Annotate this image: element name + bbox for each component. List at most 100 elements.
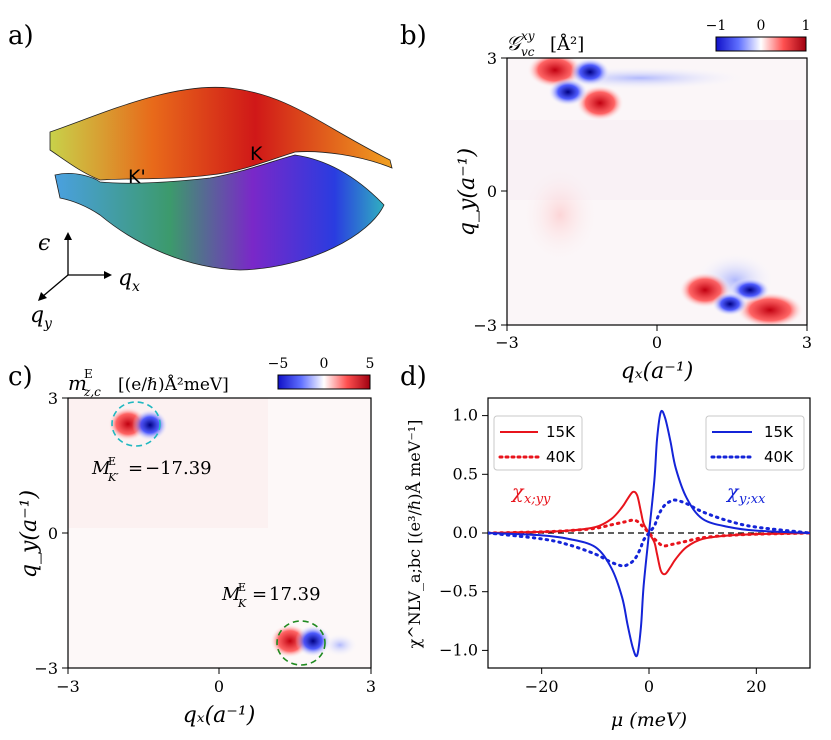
chi-red-subscript: x;yy: [524, 492, 551, 507]
panel-b-title-symbol: 𝒢: [506, 31, 524, 55]
panel-c-ylabel: q_y(a⁻¹): [17, 490, 42, 578]
panel-c-kprime-value: −17.39: [145, 458, 212, 479]
svg-text:K′: K′: [107, 471, 119, 484]
svg-text:=: =: [128, 458, 143, 479]
panel-c-colorbar-tick-max: 5: [366, 356, 375, 372]
panel-c-annotation-kprime: M E K′ = −17.39: [91, 455, 212, 484]
panel-c-xlabel: qₓ(a⁻¹): [183, 703, 256, 728]
panel-d-xlabel: μ (meV): [611, 709, 687, 731]
panel-d-xtick-label: 20: [746, 677, 766, 696]
panel-c-colorbar: [277, 374, 371, 390]
panel-b-ytick-label-3: −3: [473, 316, 497, 335]
panel-c-k-circle: [276, 620, 326, 666]
panel-c-kprime-blue-lobe: [132, 409, 168, 441]
qx-axis-label: q: [118, 266, 132, 291]
lower-band-surface: [54, 154, 385, 271]
panel-d-xtick-label: −20: [525, 677, 559, 696]
panel-d-legend-left: 15K 40K: [493, 415, 583, 471]
panel-b-label: b): [400, 21, 427, 51]
panel-a: a) K' K ϵ q x q y: [8, 21, 393, 332]
chi-red-symbol: χ: [510, 481, 525, 503]
legend-left-box: [493, 415, 583, 471]
chi-blue-subscript: y;xx: [738, 492, 766, 507]
panel-c-annotation-k: M E K = 17.39: [221, 581, 321, 610]
k-prime-point-label: K': [128, 166, 146, 188]
panel-d-legend-right: 15K 40K: [705, 415, 805, 471]
panel-d-ytick-label: −0.5: [439, 582, 478, 601]
panel-c-k-faint-blue: [322, 633, 358, 657]
qy-axis-arrowhead: [38, 292, 47, 301]
panel-d-ytick-label: 1.0: [453, 406, 478, 425]
panel-c-title-unit: [(e/ℏ)Å²meV]: [118, 374, 229, 395]
svg-text:M: M: [221, 584, 241, 605]
panel-b-title-subscript: vc: [521, 45, 535, 59]
svg-text:M: M: [91, 458, 111, 479]
series-line-blue-dotted: [488, 498, 810, 568]
panel-d-series: [488, 409, 810, 658]
panel-c-title-symbol: m: [68, 371, 87, 395]
panel-c-kprime-circle: [111, 401, 161, 447]
panel-b-xtick-label-1: −3: [495, 333, 519, 352]
panel-c-ytick-label-1: 3: [48, 389, 58, 408]
energy-axis-arrowhead: [64, 232, 72, 240]
panel-d-ytick-label: 0.5: [453, 464, 478, 483]
panel-d-axes: −20 0 20 1.0 0.5 0.0 −0.5 −1.0: [439, 406, 766, 696]
svg-text:E: E: [108, 455, 116, 468]
panel-c-title-subscript: z,c: [83, 385, 101, 399]
panel-c-ytick-label-2: 0: [48, 524, 58, 543]
panel-d: d) −20 0 20 1.0 0.5 0.0 −0.5 −1.0 15K 40K 15K 4…: [400, 362, 811, 731]
panel-c: c) m E z,c [(e/ℏ)Å²meV] −5 0 5 M E K′ = …: [8, 356, 376, 728]
legend-left-15k: 15K: [546, 423, 576, 441]
upper-band-surface: [49, 86, 393, 181]
panel-b-k-blue-lobe-2: [712, 292, 748, 316]
panel-b-faint-red-region: [520, 165, 600, 265]
qx-axis-subscript: x: [132, 279, 140, 295]
legend-left-40k: 40K: [546, 448, 576, 466]
svg-text:K: K: [237, 597, 247, 610]
qx-axis-arrowhead: [104, 271, 112, 279]
panel-c-ytick-label-3: −3: [34, 659, 58, 678]
panel-b-colorbar-tick-max: 1: [802, 18, 811, 34]
panel-b-colorbar-tick-min: −1: [706, 18, 727, 34]
panel-b-kprime-blue-lobe-1: [570, 58, 610, 86]
panel-b-xtick-label-2: 0: [652, 333, 662, 352]
panel-d-label: d): [400, 362, 427, 392]
panel-b-ylabel: q_y(a⁻¹): [455, 148, 480, 236]
panel-c-xtick-label-2: 0: [214, 677, 224, 696]
k-point-label: K: [250, 143, 263, 165]
panel-b-kprime-red-lobe-2: [576, 85, 624, 121]
legend-right-40k: 40K: [764, 448, 794, 466]
panel-c-xtick-label-3: 3: [366, 677, 376, 696]
panel-b-title-unit: [Å²]: [550, 33, 584, 55]
panel-b-colorbar-tick-mid: 0: [757, 18, 766, 34]
panel-b-heatmap: [507, 58, 807, 325]
panel-c-xtick-label-1: −3: [56, 677, 80, 696]
svg-text:=: =: [252, 584, 267, 605]
panel-d-ytick-label: −1.0: [439, 640, 478, 659]
panel-b-xtick-label-3: 3: [802, 333, 812, 352]
panel-c-label: c): [8, 362, 33, 392]
legend-right-15k: 15K: [764, 423, 794, 441]
panel-b-xlabel: qₓ(a⁻¹): [621, 359, 694, 384]
energy-axis-label: ϵ: [38, 231, 50, 256]
panel-b-colorbar: [715, 36, 807, 52]
panel-b-ytick-label-2: 0: [487, 182, 497, 201]
panel-c-colorbar-tick-min: −5: [268, 356, 289, 372]
qy-axis-label: q: [30, 303, 44, 328]
panel-d-ylabel: χ^NLV_a;bc [(e³/ℏ)Å meV⁻¹]: [404, 420, 424, 649]
svg-text:E: E: [238, 581, 246, 594]
panel-b-kprime-blue-lobe-2: [548, 78, 588, 106]
panel-c-colorbar-tick-mid: 0: [320, 356, 329, 372]
panel-b-ytick-label-1: 3: [487, 49, 497, 68]
panel-d-chi-blue-annotation: χ y;xx: [725, 481, 766, 507]
panel-d-ytick-label: 0.0: [453, 523, 478, 542]
qy-axis-arrow: [41, 274, 69, 298]
panel-d-chi-red-annotation: χ x;yy: [510, 481, 551, 507]
panel-c-title-superscript: E: [84, 367, 93, 381]
series-line-red-dotted: [488, 518, 810, 548]
qy-axis-subscript: y: [43, 316, 53, 332]
panel-b-title-superscript: xy: [521, 29, 535, 43]
panel-d-xtick-label: 0: [644, 677, 654, 696]
panel-c-k-value: 17.39: [269, 584, 321, 605]
